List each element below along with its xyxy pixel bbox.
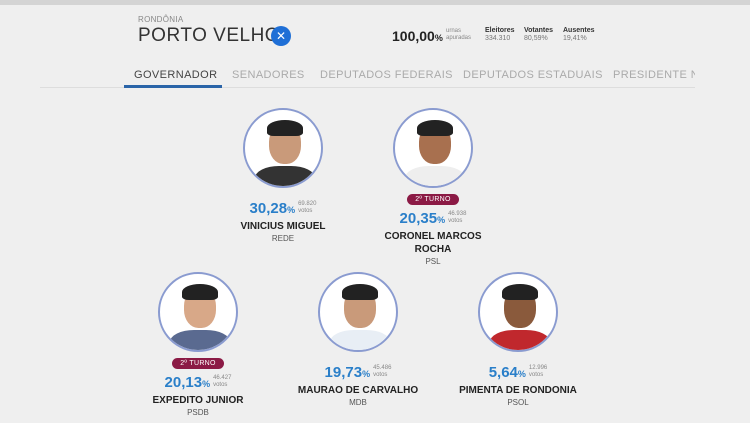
candidate-photo <box>243 108 323 188</box>
candidate-card[interactable]: 2º TURNO 20,13%46.427 votos EXPEDITO JUNIOR… <box>118 272 278 417</box>
tab-governador[interactable]: GOVERNADOR <box>134 69 218 81</box>
candidate-name: PIMENTA DE RONDONIA <box>459 385 577 396</box>
votes-label: votos <box>528 372 544 378</box>
pct-sign: % <box>362 369 371 379</box>
city-title: PORTO VELHO <box>138 25 281 46</box>
candidate-name: EXPEDITO JUNIOR <box>152 395 244 406</box>
close-icon[interactable]: ✕ <box>271 26 291 46</box>
candidate-photo <box>393 108 473 188</box>
stat-label: Eleitores <box>485 27 515 34</box>
stat-votantes: Votantes 80,59% <box>524 27 553 43</box>
vote-pct: 20,13 <box>164 374 203 391</box>
tab-deputados-federais[interactable]: DEPUTADOS FEDERAIS <box>320 69 453 81</box>
top-bar <box>0 0 750 5</box>
votes-label: votos <box>373 372 388 378</box>
candidate-party: PSL <box>425 257 441 266</box>
vote-count: 12.996 <box>528 365 548 371</box>
pct-sign: % <box>202 379 211 389</box>
candidate-card[interactable]: 2º TURNO 20,35%46.938 votos CORONEL MARCOS … <box>353 108 513 266</box>
candidate-photo <box>158 272 238 352</box>
candidate-photo <box>478 272 558 352</box>
votes-label: votos <box>448 218 463 224</box>
pct-sign: % <box>437 215 446 225</box>
vote-count: 69.820 <box>298 201 317 207</box>
vote-share: 5,64%12.996 votos <box>438 364 598 382</box>
stat-value: 80,59% <box>524 35 548 42</box>
urnas-label: urnas apuradas <box>446 28 471 42</box>
tab-bar: GOVERNADOR SENADORES DEPUTADOS FEDERAIS … <box>40 66 695 88</box>
vote-count: 45.486 <box>373 365 392 371</box>
candidate-party: PSDB <box>187 408 209 417</box>
candidate-card[interactable]: 5,64%12.996 votos PIMENTA DE RONDONIA PSOL <box>438 272 598 407</box>
active-tab-indicator <box>124 85 222 88</box>
vote-count: 46.427 <box>213 375 232 381</box>
vote-share: 20,35%46.938 votos <box>353 210 513 228</box>
stat-value: 19,41% <box>563 35 587 42</box>
vote-count: 46.938 <box>448 211 467 217</box>
stat-eleitores: Eleitores 334.310 <box>485 27 515 43</box>
votes-label: votos <box>213 382 228 388</box>
vote-share: 19,73%45.486 votos <box>278 364 438 382</box>
vote-pct: 20,35 <box>399 210 438 227</box>
pct-sign: % <box>517 369 526 379</box>
candidate-card[interactable]: 19,73%45.486 votos MAURAO DE CARVALHO MDB <box>278 272 438 407</box>
tab-deputados-estaduais[interactable]: DEPUTADOS ESTADUAIS <box>463 69 603 81</box>
state-label: RONDÔNIA <box>138 15 184 24</box>
candidate-party: PSOL <box>507 398 529 407</box>
candidate-party: REDE <box>271 234 295 243</box>
candidate-photo <box>318 272 398 352</box>
stat-value: 334.310 <box>485 35 511 42</box>
vote-share: 20,13%46.427 votos <box>118 374 278 392</box>
second-round-badge: 2º TURNO <box>407 194 459 205</box>
tab-senadores[interactable]: SENADORES <box>232 69 305 81</box>
urnas-label-2: apuradas <box>446 35 472 41</box>
votes-label: votos <box>298 208 313 214</box>
candidate-name: CORONEL MARCOS ROCHA <box>384 231 482 255</box>
stat-label: Ausentes <box>563 27 595 34</box>
stat-label: Votantes <box>524 27 554 34</box>
vote-share: 30,28%69.820 votos <box>203 200 363 218</box>
candidate-name: MAURAO DE CARVALHO <box>297 385 419 396</box>
second-round-badge: 2º TURNO <box>172 358 224 369</box>
pct-sign: % <box>287 205 296 215</box>
candidate-party: MDB <box>349 398 367 407</box>
candidate-card[interactable]: 30,28%69.820 votos VINICIUS MIGUEL REDE <box>203 108 363 243</box>
urnas-pct-value: 100,00 <box>392 28 435 44</box>
tab-presidente[interactable]: PRESIDENTE NA <box>613 69 695 81</box>
vote-pct: 30,28 <box>249 200 288 217</box>
stat-ausentes: Ausentes 19,41% <box>563 27 595 43</box>
pct-sign: % <box>434 33 443 43</box>
candidate-name: VINICIUS MIGUEL <box>240 221 326 232</box>
vote-pct: 19,73 <box>324 364 363 381</box>
urnas-label-1: urnas <box>446 28 462 34</box>
vote-pct: 5,64 <box>488 364 518 381</box>
urnas-apuradas-pct: 100,00% <box>392 28 443 44</box>
